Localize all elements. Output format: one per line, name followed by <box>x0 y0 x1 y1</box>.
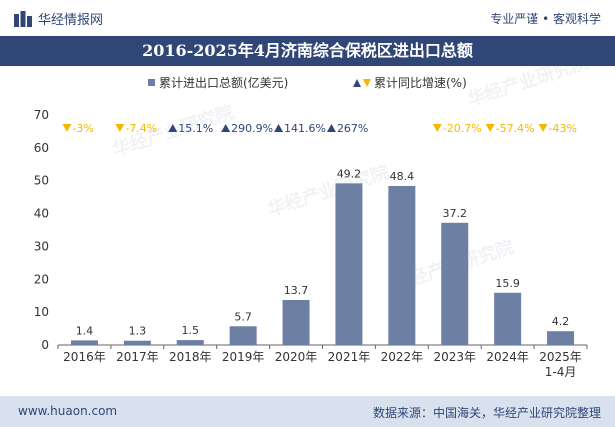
bar-value-label: 1.4 <box>76 324 94 337</box>
growth-down-icon <box>538 124 548 132</box>
bar-value-label: 4.2 <box>552 315 570 328</box>
x-tick-label: 2019年 <box>222 350 265 364</box>
watermark: 华经产业研究院 <box>265 161 392 221</box>
bar-value-label: 48.4 <box>390 170 415 183</box>
bar <box>335 183 363 345</box>
bar <box>441 222 469 345</box>
bar-value-label: 5.7 <box>234 310 252 323</box>
slogan: 专业严谨 • 客观科学 <box>490 12 601 26</box>
growth-down-icon <box>432 124 442 132</box>
y-tick-label: 10 <box>34 305 49 319</box>
bar-value-label: 1.5 <box>182 324 200 337</box>
brand-name: 华经情报网 <box>38 13 104 28</box>
x-tick-label: 2025年 <box>539 350 582 364</box>
brand[interactable]: 华经情报网 <box>14 9 103 28</box>
bar-value-label: 13.7 <box>284 284 309 297</box>
y-tick-label: 50 <box>34 174 49 188</box>
y-tick-label: 40 <box>34 207 49 221</box>
bar <box>70 340 98 345</box>
legend-bar-label: 累计进出口总额(亿美元) <box>159 75 288 90</box>
growth-label: -43% <box>549 122 577 135</box>
growth-label: 15.1% <box>178 122 213 135</box>
growth-down-icon <box>485 124 495 132</box>
growth-up-icon <box>326 124 336 132</box>
bar <box>388 185 416 345</box>
bar <box>282 299 310 345</box>
bar <box>494 292 522 345</box>
bar <box>123 340 151 345</box>
y-tick-label: 30 <box>34 239 49 253</box>
bar <box>547 331 575 345</box>
legend-growth-label: 累计同比增速(%) <box>374 76 467 90</box>
x-tick-label: 2017年 <box>116 350 159 364</box>
growth-up-icon <box>274 124 284 132</box>
logo-icon <box>14 10 32 27</box>
x-tick-label: 2022年 <box>381 350 424 364</box>
growth-label: -3% <box>72 122 93 135</box>
x-tick-label: 2024年 <box>486 350 529 364</box>
bar-value-label: 1.3 <box>129 325 147 338</box>
growth-label: -7.4% <box>125 122 157 135</box>
growth-label: 141.6% <box>284 122 326 135</box>
bar <box>229 326 257 345</box>
x-tick-label: 2020年 <box>275 350 318 364</box>
chart: 华经产业研究院华经产业研究院华经产业研究院华经产业研究院累计进出口总额(亿美元)… <box>34 66 592 379</box>
growth-up-icon <box>221 124 231 132</box>
legend-up-triangle <box>353 79 361 87</box>
site-url[interactable]: www.huaon.com <box>18 404 118 418</box>
y-tick-label: 20 <box>34 272 49 286</box>
y-tick-label: 60 <box>34 141 49 155</box>
growth-label: -20.7% <box>443 122 482 135</box>
growth-up-icon <box>168 124 178 132</box>
legend-down-triangle <box>363 79 371 87</box>
x-tick-label: 2021年 <box>328 350 371 364</box>
data-source: 数据来源：中国海关，华经产业研究院整理 <box>372 406 601 420</box>
legend-bar-swatch <box>148 79 155 86</box>
y-tick-label: 70 <box>34 108 49 122</box>
growth-down-icon <box>62 124 72 132</box>
chart-title: 2016-2025年4月济南综合保税区进出口总额 <box>0 36 615 66</box>
x-tick-label: 2018年 <box>169 350 212 364</box>
x-tick-label: 2016年 <box>63 350 106 364</box>
growth-label: 267% <box>337 122 368 135</box>
bar <box>176 340 204 345</box>
bar-value-label: 49.2 <box>337 167 362 180</box>
x-tick-label: 2023年 <box>433 350 476 364</box>
watermark: 华经产业研究院 <box>465 66 592 111</box>
bar-value-label: 37.2 <box>443 207 468 220</box>
growth-label: -57.4% <box>496 122 535 135</box>
footer: www.huaon.com 数据来源：中国海关，华经产业研究院整理 <box>0 396 615 427</box>
growth-down-icon <box>115 124 125 132</box>
x-tick-label: 1-4月 <box>545 365 577 379</box>
header: 华经情报网 专业严谨 • 客观科学 <box>0 0 615 36</box>
growth-label: 290.9% <box>231 122 273 135</box>
y-tick-label: 0 <box>41 338 49 352</box>
bar-value-label: 15.9 <box>495 277 520 290</box>
